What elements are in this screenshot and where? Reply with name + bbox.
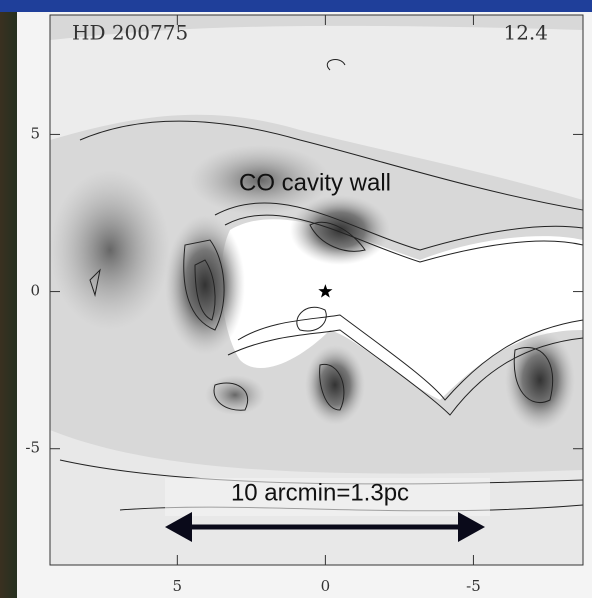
emission-peak	[505, 330, 575, 430]
annotation: CO cavity wall	[239, 169, 391, 196]
chart-subtitle: 12.4	[503, 21, 548, 45]
emission-peak	[50, 170, 170, 330]
chart: HD 200775 12.4 CO cavity wall 10 arcmin=…	[0, 0, 592, 598]
x-tick-label: 5	[173, 577, 183, 595]
side-image	[0, 12, 17, 598]
annotation: 10 arcmin=1.3pc	[231, 479, 409, 506]
x-tick-label: 0	[321, 577, 331, 595]
emission-peak	[305, 345, 365, 425]
y-tick-label: 0	[30, 282, 40, 300]
y-tick-label: -5	[25, 439, 40, 457]
x-tick-label: -5	[466, 577, 481, 595]
y-tick-label: 5	[30, 124, 40, 142]
emission-peak	[165, 215, 245, 355]
chart-title: HD 200775	[72, 21, 188, 45]
header-strip	[0, 0, 592, 12]
